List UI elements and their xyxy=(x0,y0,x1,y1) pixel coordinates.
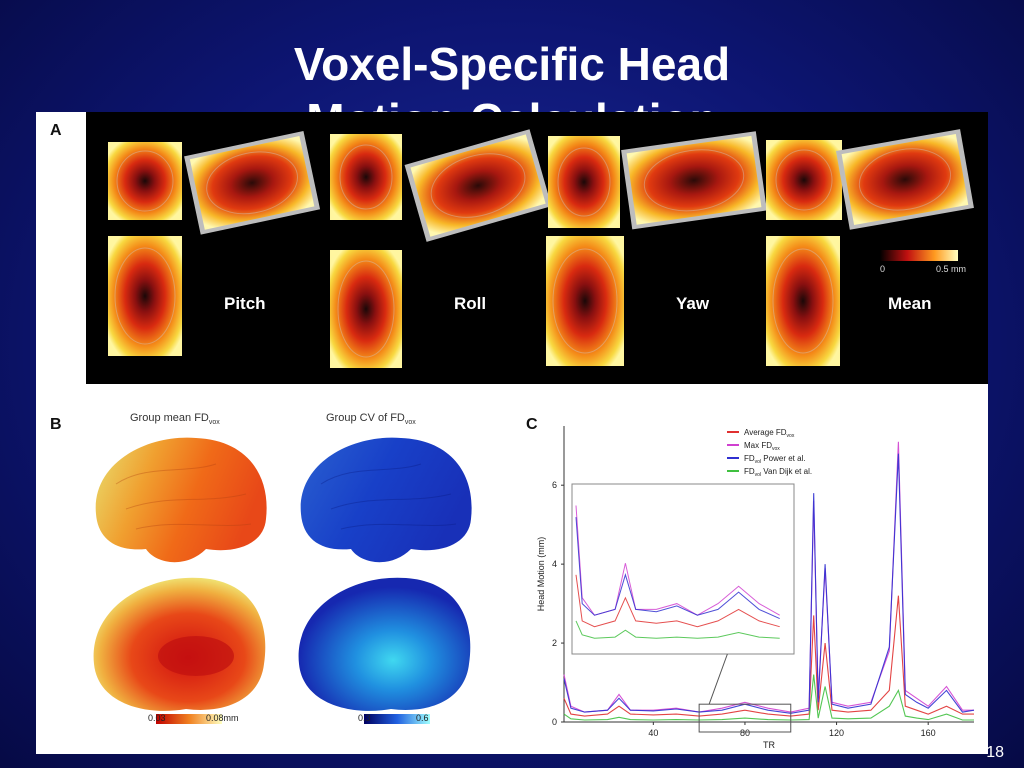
colorbar-mean-max: 0.08mm xyxy=(206,713,239,723)
x-tick-label: 40 xyxy=(648,728,658,738)
colorbar-cv-max: 0.6 xyxy=(416,713,429,723)
panel-letter-a: A xyxy=(50,122,62,139)
y-tick-label: 4 xyxy=(552,559,557,569)
figure: A xyxy=(36,112,988,754)
legend-label-0: Average FDvox xyxy=(744,428,795,439)
caption-group-mean: Group mean FDvox xyxy=(130,412,220,427)
legend-label-1: Max FDvox xyxy=(744,441,780,452)
label-pitch: Pitch xyxy=(224,294,266,313)
mean-slices xyxy=(766,129,974,366)
pitch-slices xyxy=(108,131,321,356)
panel-a-colorbar xyxy=(880,250,958,261)
zoom-box xyxy=(698,703,792,733)
x-tick-label: 80 xyxy=(740,728,750,738)
label-mean: Mean xyxy=(888,294,932,313)
page-number: 18 xyxy=(986,744,1004,761)
y-tick-label: 2 xyxy=(552,638,557,648)
panel-a-colorbar-min: 0 xyxy=(880,264,886,274)
panel-b-colorbar-mean xyxy=(156,714,222,724)
roll-slices xyxy=(330,129,552,368)
title-line-1: Voxel-Specific Head xyxy=(293,38,731,90)
y-axis-label: Head Motion (mm) xyxy=(536,537,546,612)
label-roll: Roll xyxy=(454,294,487,313)
panel-letter-b: B xyxy=(50,416,62,433)
inset-series-line-3 xyxy=(575,620,780,639)
x-tick-label: 160 xyxy=(921,728,936,738)
panel-a-brain-maps xyxy=(108,129,974,368)
legend-label-3: FDvol Van Dijk et al. xyxy=(744,467,812,478)
panel-letter-c: C xyxy=(526,416,538,433)
label-yaw: Yaw xyxy=(676,294,710,313)
x-axis-label: TR xyxy=(763,740,775,750)
y-tick-label: 0 xyxy=(552,717,557,727)
panel-b-colorbar-cv xyxy=(364,714,430,724)
panel-c-head-motion-chart: 0 2 4 6 40 80 120 160 TR Head Motion (mm) Average … xyxy=(536,426,975,750)
y-tick-label: 6 xyxy=(552,480,557,490)
x-tick-label: 120 xyxy=(829,728,844,738)
inset-box xyxy=(571,483,795,655)
legend-label-2: FDvol Power et al. xyxy=(744,454,806,465)
caption-group-cv: Group CV of FDvox xyxy=(326,412,416,427)
inset-series-line-0 xyxy=(575,574,780,628)
series-line-0 xyxy=(563,595,974,717)
yaw-slices xyxy=(546,131,767,366)
panel-a-colorbar-max: 0.5 mm xyxy=(936,264,967,274)
inset-connector xyxy=(708,653,728,705)
colorbar-cv-min: 0.3 xyxy=(358,713,371,723)
series-line-2 xyxy=(563,453,975,714)
panel-b-brain-surfaces xyxy=(93,437,472,724)
colorbar-mean-min: 0.03 xyxy=(148,713,166,723)
inset-series-line-2 xyxy=(575,517,780,620)
series-line-3 xyxy=(563,674,974,721)
